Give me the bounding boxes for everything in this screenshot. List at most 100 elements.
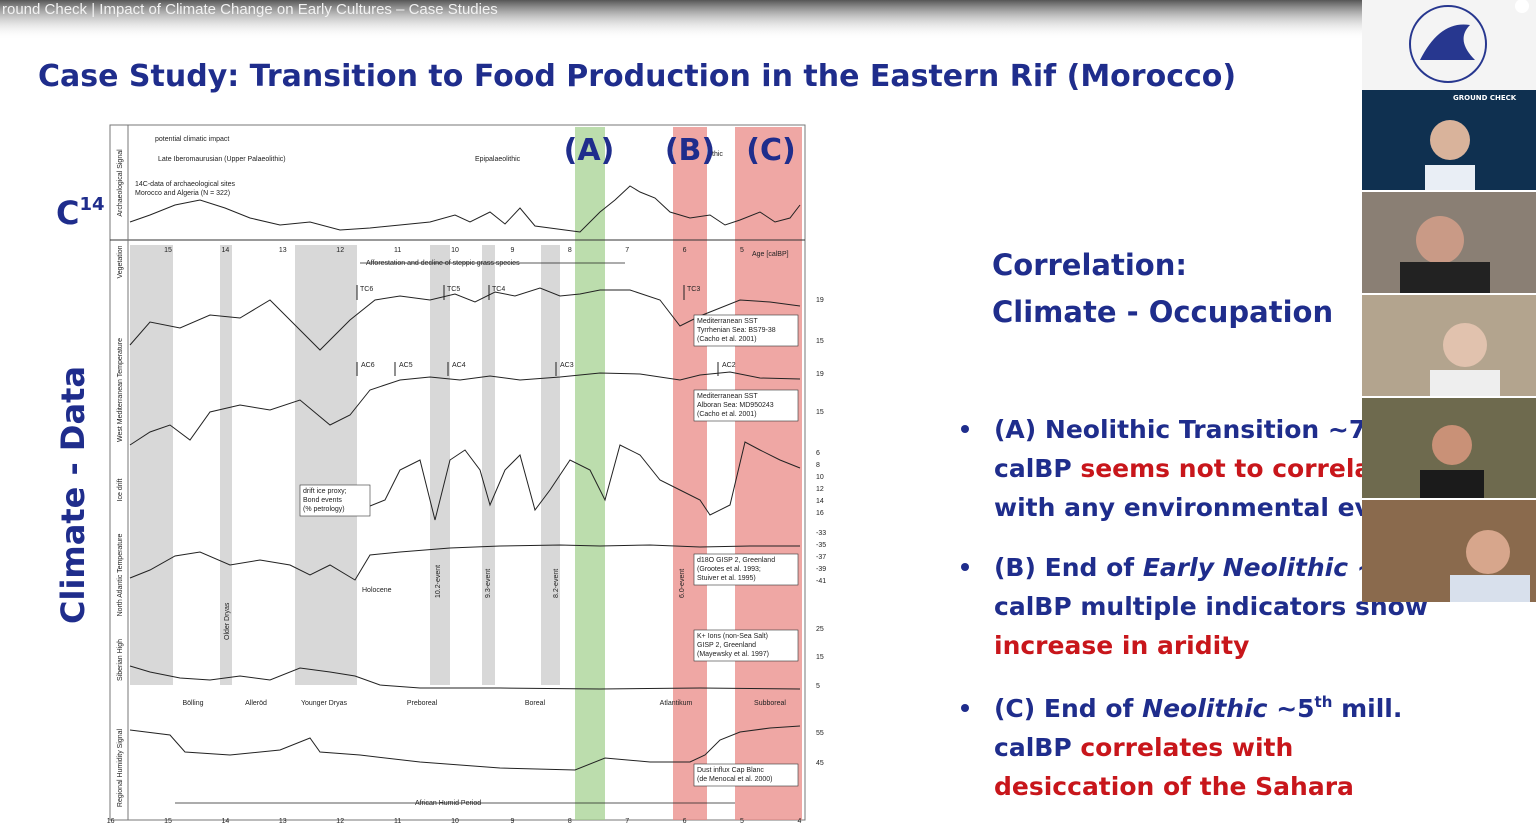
event-label: 10.2-event <box>435 565 442 598</box>
right-tick: 45 <box>816 760 824 767</box>
person <box>1466 530 1510 574</box>
age-tick: 7 <box>625 247 629 254</box>
video-title[interactable]: round Check | Impact of Climate Change o… <box>2 1 498 18</box>
c14-label: C14 <box>56 194 105 232</box>
logo-emblem <box>1409 5 1487 83</box>
right-tick: 19 <box>816 297 824 304</box>
box-line: (Cacho et al. 2001) <box>697 411 757 418</box>
bullet-text: correlates with <box>1080 733 1293 762</box>
person <box>1430 370 1500 396</box>
correlation-heading: Correlation: <box>992 248 1187 282</box>
period: Alleröd <box>245 700 267 707</box>
side-label: Archaeological Signal <box>117 149 124 217</box>
age-tick: 12 <box>336 818 344 824</box>
age-tick: 10 <box>451 818 459 824</box>
figure-labels: 15 14 13 12 11 10 9 8 7 6 5 16 15 14 13 12 11 10 9 8 7 6 5 4 Arc… <box>107 149 827 824</box>
box-line: Mediterranean SST <box>697 393 758 400</box>
age-tick: 11 <box>394 247 401 254</box>
bullet-line: calBP seems not to correlat <box>994 454 1383 483</box>
box-line: GISP 2, Greenland <box>697 642 756 649</box>
bullet-text: mill. <box>1332 694 1402 723</box>
box-line: Bond events <box>303 497 342 504</box>
age-tick: 9 <box>510 818 514 824</box>
age-tick: 5 <box>740 247 744 254</box>
bullet-line: calBP correlates with <box>994 733 1293 762</box>
age-tick: 15 <box>164 247 172 254</box>
label-box <box>693 629 799 662</box>
c14-note: Morocco and Algeria (N = 322) <box>135 190 230 197</box>
bullet-text: (A) Neolithic Transition ~7.6 <box>994 415 1393 444</box>
box-line: Tyrrhenian Sea: BS79-38 <box>697 327 776 334</box>
bullet-line: with any environmental eve <box>994 493 1388 522</box>
right-tick: 15 <box>816 338 824 345</box>
bullet-text: seems not to correlat <box>1080 454 1383 483</box>
bullet-text: desiccation of the Sahara <box>994 772 1354 801</box>
side-label: Vegetation <box>117 245 124 278</box>
label-box <box>693 389 799 422</box>
ac-event: AC3 <box>560 362 574 369</box>
label-box <box>693 763 799 787</box>
right-tick: 12 <box>816 486 824 493</box>
side-label: West Mediterranean Temperature <box>117 338 124 442</box>
bullet-text: increase in aridity <box>994 631 1249 660</box>
period-marker: (A) <box>564 133 615 168</box>
right-tick: 8 <box>816 462 820 469</box>
age-tick: 12 <box>336 247 344 254</box>
clock-icon[interactable] <box>1515 0 1529 13</box>
c14-base: C <box>56 194 79 232</box>
band-c <box>735 127 802 820</box>
tc-event: TC4 <box>492 286 505 293</box>
ac-event: AC6 <box>361 362 375 369</box>
legend-text: potential climatic impact <box>155 136 229 143</box>
dust-influx <box>129 725 801 771</box>
right-tick: 16 <box>816 510 824 517</box>
box-line: Stuiver et al. 1995) <box>697 575 756 582</box>
bullet-text: Early Neolithic <box>1143 553 1348 582</box>
gray-bands <box>130 245 560 685</box>
holocene: Holocene <box>362 587 392 594</box>
box-line: (% petrology) <box>303 506 345 513</box>
person <box>1432 425 1472 465</box>
person <box>1420 470 1484 498</box>
right-tick: -39 <box>816 566 826 573</box>
age-tick: 6 <box>683 818 687 824</box>
top-shade <box>0 0 1536 40</box>
period-marker: (B) <box>665 133 715 168</box>
right-tick: 55 <box>816 730 824 737</box>
period: Subboreal <box>754 700 786 707</box>
age-tick: 7 <box>625 818 629 824</box>
culture: Late Iberomaurusian (Upper Palaeolithic) <box>158 156 286 163</box>
bullet-text: calBP <box>994 454 1080 483</box>
ac-event: AC4 <box>452 362 466 369</box>
period: Boreal <box>525 700 546 707</box>
bullet-line: (A) Neolithic Transition ~7.6 <box>994 415 1393 444</box>
culture: thic <box>712 151 723 158</box>
person <box>1400 262 1490 293</box>
bullet-line: increase in aridity <box>994 631 1249 660</box>
event-label: 6.0-event <box>679 569 686 598</box>
ac-event: AC2 <box>722 362 736 369</box>
culture: Epipalaeolithic <box>475 156 521 163</box>
side-label: Regional Humidity Signal <box>117 728 124 807</box>
age-tick: 14 <box>222 247 230 254</box>
c14-sup: 14 <box>79 194 104 215</box>
logo-griffin <box>1420 24 1475 60</box>
box-line: drift ice proxy; <box>303 488 347 495</box>
bullet-dot <box>961 563 969 571</box>
bullet-text: with any environmental eve <box>994 493 1388 522</box>
age-tick: 15 <box>164 818 172 824</box>
right-tick: 10 <box>816 474 824 481</box>
bullet-dot <box>961 704 969 712</box>
climate-label: Climate - Data <box>54 366 92 624</box>
label-box <box>299 484 371 517</box>
age-tick: 6 <box>683 247 687 254</box>
band-b <box>673 127 707 820</box>
box-line: (Mayewsky et al. 1997) <box>697 651 769 658</box>
period-marker: (C) <box>746 133 795 168</box>
tc-event: TC5 <box>447 286 460 293</box>
age-tick: 8 <box>568 818 572 824</box>
bullet-line: (C) End of Neolithic ~5th mill. <box>994 693 1402 723</box>
vegetation-note: Afforestation and decline of steppic gra… <box>366 260 520 267</box>
right-tick: 15 <box>816 409 824 416</box>
